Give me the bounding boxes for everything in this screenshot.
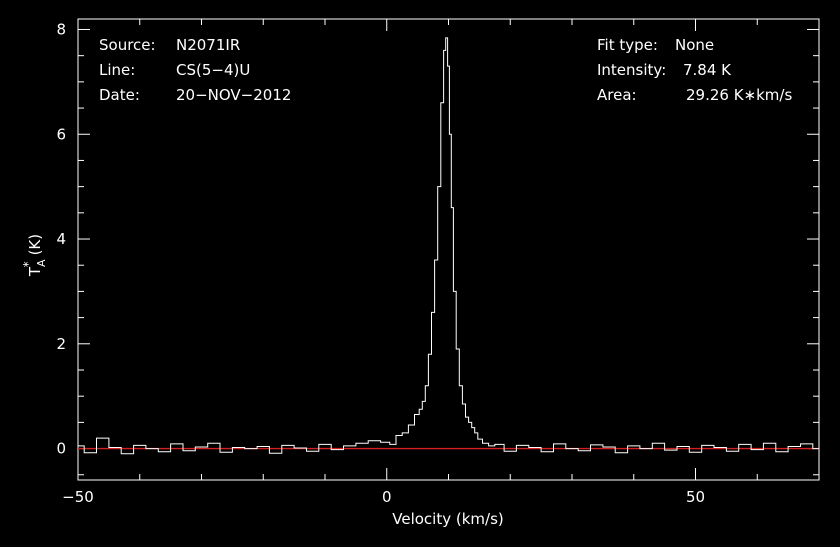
- x-tick-label: 0: [382, 488, 392, 506]
- y-axis-label: TA* (K): [21, 234, 48, 277]
- y-axis-label-main: T: [26, 266, 44, 277]
- x-axis-label: Velocity (km/s): [392, 510, 503, 528]
- y-tick-label: 8: [56, 20, 66, 38]
- info-right-key: Fit type:: [597, 36, 658, 54]
- y-tick-label: 6: [56, 125, 66, 143]
- y-axis-label-sup: *: [21, 261, 35, 267]
- info-left-block: Source: N2071IR Line: CS(5−4)U Date: 20−NOV−2…: [99, 36, 291, 104]
- info-left-value: 20−NOV−2012: [176, 86, 291, 104]
- svg-text:TA*(K): TA* (K): [21, 234, 48, 277]
- axis-tick-labels: −50 0 50 0 2 4 6 8: [56, 20, 705, 506]
- info-left-key: Date:: [99, 86, 140, 104]
- info-right-key: Intensity:: [597, 61, 666, 79]
- info-right-block: Fit type: None Intensity: 7.84 K Area: 29.26 …: [597, 36, 792, 104]
- x-tick-label: −50: [62, 488, 94, 506]
- info-left-key: Line:: [99, 61, 135, 79]
- y-axis-label-unit: (K): [26, 234, 44, 256]
- spectrum-line: [78, 37, 819, 455]
- info-right-value: 29.26 K∗km/s: [686, 86, 792, 104]
- info-left-key: Source:: [99, 36, 156, 54]
- y-tick-label: 0: [56, 440, 66, 458]
- info-left-value: N2071IR: [176, 36, 240, 54]
- y-tick-label: 2: [56, 335, 66, 353]
- y-tick-label: 4: [56, 230, 66, 248]
- info-left-value: CS(5−4)U: [176, 61, 250, 79]
- info-right-value: 7.84 K: [683, 61, 732, 79]
- info-right-key: Area:: [597, 86, 637, 104]
- y-axis-label-sub: A: [35, 259, 48, 267]
- info-right-value: None: [675, 36, 714, 54]
- x-tick-label: 50: [686, 488, 705, 506]
